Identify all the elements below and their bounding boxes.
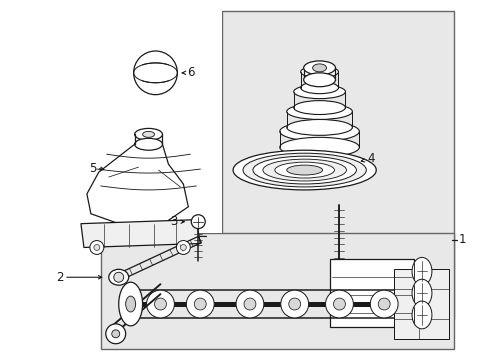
Ellipse shape — [233, 150, 375, 190]
Ellipse shape — [411, 279, 431, 307]
Polygon shape — [81, 220, 200, 247]
Circle shape — [114, 272, 123, 282]
Ellipse shape — [411, 301, 431, 329]
Bar — [222, 11, 453, 319]
Ellipse shape — [134, 129, 162, 140]
Ellipse shape — [186, 290, 214, 318]
Ellipse shape — [252, 156, 356, 184]
Ellipse shape — [279, 121, 359, 141]
Text: 5: 5 — [89, 162, 96, 175]
Ellipse shape — [119, 282, 142, 326]
Ellipse shape — [300, 66, 338, 78]
Polygon shape — [87, 144, 188, 224]
Text: 2: 2 — [56, 271, 63, 284]
Ellipse shape — [236, 290, 264, 318]
Ellipse shape — [288, 298, 300, 310]
Ellipse shape — [293, 85, 345, 99]
Bar — [101, 233, 453, 349]
Ellipse shape — [286, 165, 322, 175]
Ellipse shape — [142, 131, 154, 137]
Ellipse shape — [303, 61, 335, 75]
Ellipse shape — [312, 64, 326, 72]
Text: 3: 3 — [170, 215, 178, 228]
Ellipse shape — [134, 138, 162, 150]
Bar — [393, 269, 448, 339]
Ellipse shape — [303, 73, 335, 87]
Ellipse shape — [244, 298, 255, 310]
Ellipse shape — [369, 290, 397, 318]
Circle shape — [191, 215, 205, 229]
Circle shape — [176, 240, 190, 255]
Bar — [329, 260, 413, 327]
Ellipse shape — [154, 298, 166, 310]
Ellipse shape — [325, 290, 353, 318]
Ellipse shape — [243, 153, 366, 187]
Ellipse shape — [333, 298, 345, 310]
Ellipse shape — [293, 100, 345, 114]
Ellipse shape — [263, 159, 346, 181]
Ellipse shape — [146, 290, 174, 318]
Ellipse shape — [300, 82, 338, 94]
Text: 1: 1 — [458, 233, 466, 246]
Ellipse shape — [274, 162, 334, 178]
Ellipse shape — [125, 296, 135, 312]
Ellipse shape — [112, 330, 120, 338]
Text: 6: 6 — [187, 66, 194, 79]
Ellipse shape — [286, 120, 352, 135]
Ellipse shape — [279, 137, 359, 157]
Text: 4: 4 — [366, 152, 374, 165]
Bar — [1, 1, 222, 233]
Ellipse shape — [280, 290, 308, 318]
Circle shape — [180, 244, 186, 251]
Ellipse shape — [108, 269, 128, 285]
Circle shape — [90, 240, 103, 255]
Circle shape — [133, 51, 177, 95]
Circle shape — [94, 244, 100, 251]
Ellipse shape — [377, 298, 389, 310]
Ellipse shape — [105, 324, 125, 344]
Ellipse shape — [411, 257, 431, 285]
Ellipse shape — [286, 104, 352, 120]
Ellipse shape — [194, 298, 206, 310]
